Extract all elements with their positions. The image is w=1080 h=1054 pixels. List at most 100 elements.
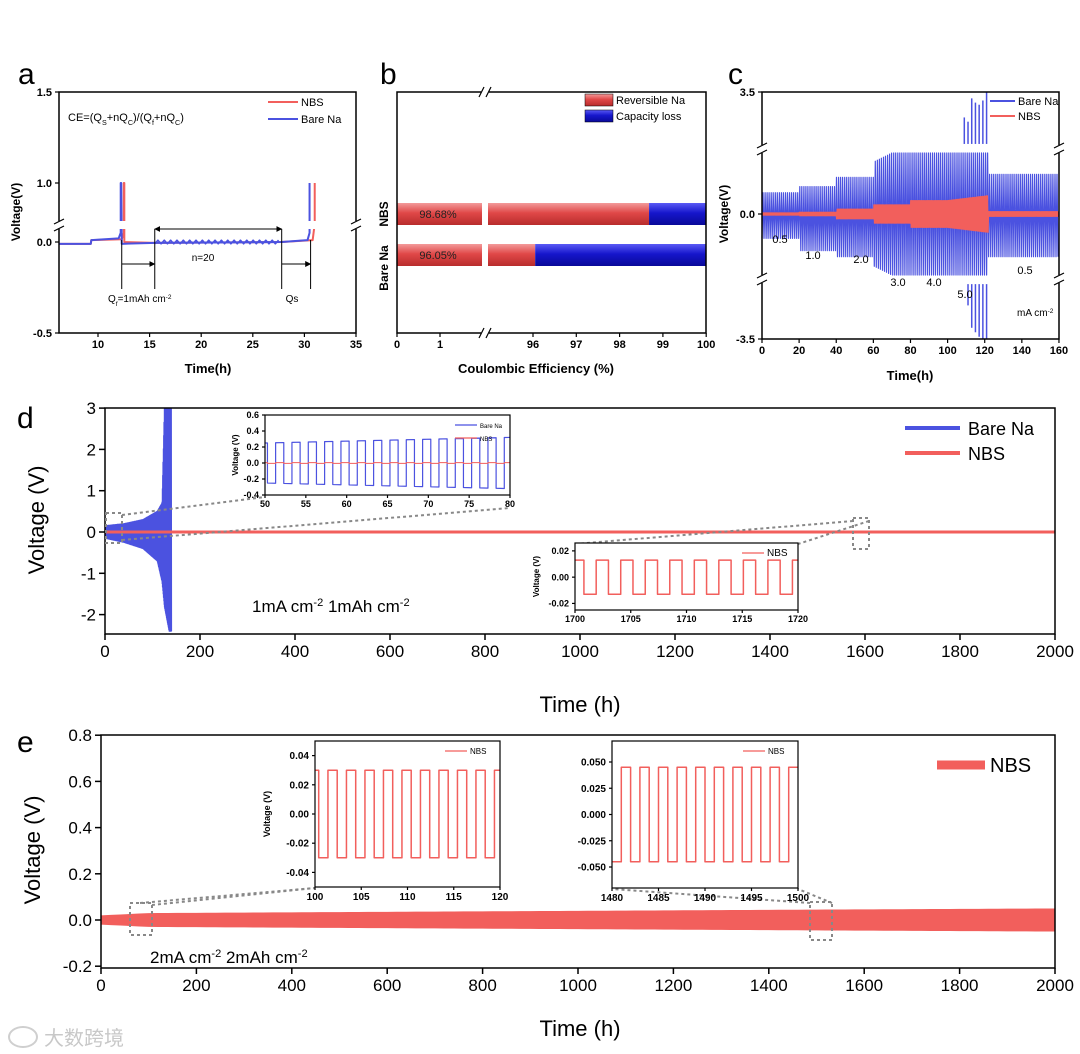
legend-label: Bare Na bbox=[1018, 96, 1059, 108]
bar-value-label: 98.68% bbox=[419, 209, 457, 221]
current-density-label: 3.0 bbox=[890, 277, 905, 289]
test-condition-label: 1mA cm-2 1mAh cm-2 bbox=[252, 597, 410, 616]
x-tick-label: 35 bbox=[350, 339, 362, 351]
panel-label: a bbox=[18, 58, 35, 91]
text-run: +nQ bbox=[154, 112, 176, 124]
bar-capacity-loss bbox=[535, 244, 707, 266]
x-tick-label: 15 bbox=[143, 339, 155, 351]
axis-break-mark bbox=[350, 218, 362, 225]
y-tick-label: 0 bbox=[87, 523, 96, 542]
watermark-text: 大数跨境 bbox=[44, 1026, 124, 1050]
text-run: ) bbox=[180, 112, 184, 124]
inset-y-axis-label: Voltage (V) bbox=[532, 556, 541, 598]
x-tick-label: 0 bbox=[759, 345, 765, 357]
zoom-connector bbox=[797, 520, 870, 545]
x-tick-label: 160 bbox=[1050, 345, 1068, 357]
legend-reversible-swatch bbox=[584, 93, 614, 107]
y-tick-label: -1 bbox=[81, 564, 96, 583]
current-density-label: 1.0 bbox=[805, 250, 820, 262]
axis-break-mark bbox=[478, 327, 485, 339]
series-nbs-line bbox=[58, 182, 316, 245]
text-run: +nQ bbox=[107, 112, 129, 124]
zoom-connector bbox=[121, 496, 266, 516]
x-tick-label: 400 bbox=[281, 642, 309, 661]
x-tick-label: 1200 bbox=[656, 642, 694, 661]
x-tick-label: 55 bbox=[301, 499, 311, 509]
x-tick-label: 120 bbox=[492, 892, 509, 903]
axis-break-mark bbox=[53, 225, 65, 232]
axis-break-mark bbox=[53, 218, 65, 225]
x-tick-label: 140 bbox=[1013, 345, 1031, 357]
text-run: 2mA cm bbox=[150, 948, 211, 967]
inset-nbs-line bbox=[265, 462, 510, 464]
panel-label: b bbox=[380, 58, 397, 91]
x-axis-label: Time(h) bbox=[185, 361, 232, 376]
x-tick-label: 1800 bbox=[941, 642, 979, 661]
axis-break-mark bbox=[1053, 279, 1065, 286]
y-tick-label: 3.5 bbox=[740, 87, 755, 99]
zoom-connector bbox=[574, 520, 854, 545]
x-tick-label: 1485 bbox=[647, 893, 670, 904]
y-tick-label: 0.0 bbox=[246, 458, 259, 468]
x-tick-label: 10 bbox=[92, 339, 104, 351]
axis-break-mark bbox=[756, 142, 768, 149]
x-tick-label: 25 bbox=[247, 339, 259, 351]
text-run: 2mAh cm bbox=[221, 948, 298, 967]
inset-legend-label: Bare Na bbox=[480, 424, 503, 430]
x-tick-label: 80 bbox=[904, 345, 916, 357]
inset-nbs-line bbox=[315, 769, 500, 859]
y-tick-label: 0.8 bbox=[68, 726, 92, 745]
inset-background bbox=[265, 415, 510, 495]
axis-break-gap bbox=[60, 221, 355, 229]
legend-label: Bare Na bbox=[301, 114, 342, 126]
text-run: -2 bbox=[211, 948, 221, 960]
series-bare-na-line bbox=[761, 152, 1059, 276]
axis-break-mark bbox=[478, 86, 485, 98]
current-density-label: 5.0 bbox=[957, 289, 972, 301]
x-tick-label: 115 bbox=[446, 892, 463, 903]
category-label: Bare Na bbox=[377, 245, 391, 291]
inset-y-axis-label: Voltage (V) bbox=[262, 791, 272, 837]
y-tick-label: -0.04 bbox=[286, 868, 309, 879]
zoom-connector bbox=[139, 887, 316, 904]
legend-label: NBS bbox=[968, 444, 1005, 464]
y-tick-label: 0.0 bbox=[740, 209, 755, 221]
series-nbs-line bbox=[761, 195, 1060, 233]
x-axis-label: Time (h) bbox=[539, 692, 620, 717]
y-tick-label: 0.02 bbox=[551, 546, 569, 556]
x-tick-label: 1400 bbox=[750, 976, 788, 995]
text-run: Q bbox=[108, 294, 116, 305]
axis-break-gap bbox=[1053, 275, 1065, 283]
text-run: f bbox=[152, 119, 154, 127]
y-axis-label: Voltage (V) bbox=[20, 796, 45, 905]
plot-frame bbox=[100, 734, 1056, 969]
x-tick-label: 0 bbox=[96, 976, 105, 995]
x-tick-label: 20 bbox=[195, 339, 207, 351]
inset-legend-label: NBS bbox=[767, 548, 788, 559]
x-tick-label: 98 bbox=[613, 339, 625, 351]
text-run: )/(Q bbox=[133, 112, 152, 124]
series-bare-na-line bbox=[104, 407, 173, 632]
x-tick-label: 100 bbox=[938, 345, 956, 357]
x-tick-label: 1700 bbox=[565, 614, 585, 624]
axis-break-gap bbox=[1053, 145, 1065, 153]
axis-break-mark bbox=[1053, 142, 1065, 149]
axis-break-mark bbox=[1053, 272, 1065, 279]
axis-break-mark bbox=[756, 272, 768, 279]
text-run: f bbox=[116, 301, 118, 308]
panel-label: e bbox=[17, 726, 34, 759]
qs-label: Qs bbox=[286, 294, 299, 305]
y-tick-label: -0.050 bbox=[578, 863, 607, 874]
current-density-label: 0.5 bbox=[772, 234, 787, 246]
x-tick-label: 400 bbox=[278, 976, 306, 995]
x-tick-label: 80 bbox=[505, 499, 515, 509]
x-tick-label: 1000 bbox=[559, 976, 597, 995]
inset-legend-label: NBS bbox=[768, 747, 784, 756]
y-tick-label: 0.4 bbox=[246, 426, 259, 436]
y-tick-label: 3 bbox=[87, 399, 96, 418]
y-tick-label: 0.00 bbox=[551, 572, 569, 582]
inset-y-axis-label: Voltage (V) bbox=[231, 434, 240, 476]
bar-value-label: 96.05% bbox=[419, 250, 457, 262]
x-tick-label: 800 bbox=[468, 976, 496, 995]
text-run: -2 bbox=[298, 948, 308, 960]
